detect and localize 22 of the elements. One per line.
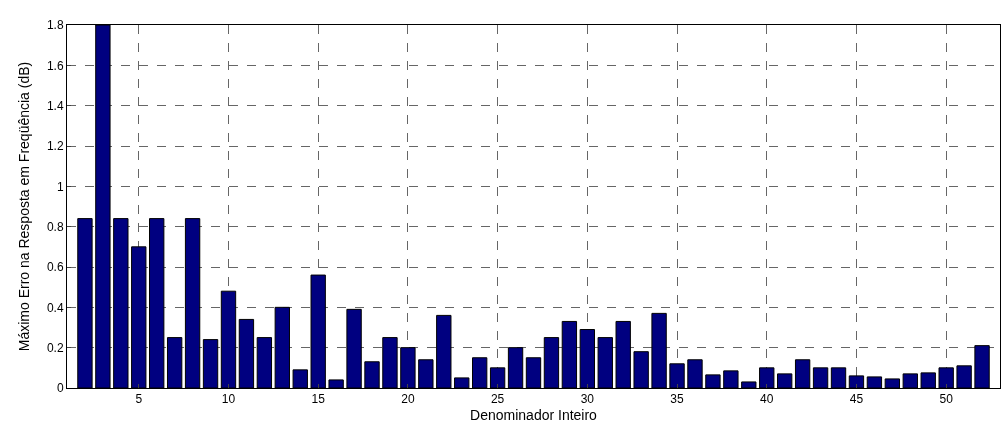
y-tick-label: 1 [56, 179, 64, 194]
x-tick-label: 30 [580, 392, 595, 407]
x-axis-title: Denominador Inteiro [470, 406, 598, 423]
y-tick-label: 0.6 [46, 260, 64, 275]
x-tick-label: 50 [939, 392, 954, 407]
y-tick-label: 1.4 [46, 98, 64, 113]
x-tick-label: 25 [490, 392, 505, 407]
y-tick-label: 0.4 [46, 300, 64, 315]
x-tick-label: 45 [849, 392, 864, 407]
y-tick-label: 1.2 [46, 139, 64, 154]
x-tick-label: 20 [401, 392, 415, 407]
y-tick-label: 0.8 [46, 219, 64, 234]
y-tick-label: 1.6 [46, 58, 64, 73]
x-tick-label: 10 [221, 392, 236, 407]
y-axis-title: Máximo Erro na Resposta em Freqüência (dB) [16, 61, 32, 352]
y-tick-label: 1.8 [46, 18, 64, 33]
y-tick-label: 0 [56, 381, 64, 396]
x-tick-label: 5 [135, 392, 143, 407]
y-tick-label: 0.2 [46, 340, 64, 355]
x-tick-label: 35 [670, 392, 685, 407]
x-tick-label: 15 [311, 392, 326, 407]
x-tick-label: 40 [760, 392, 774, 407]
